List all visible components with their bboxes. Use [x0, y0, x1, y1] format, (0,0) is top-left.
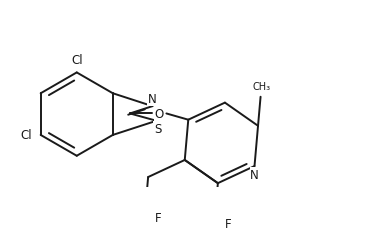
Text: CH₃: CH₃	[253, 82, 270, 92]
Text: Cl: Cl	[20, 129, 32, 142]
Text: Cl: Cl	[71, 54, 83, 67]
Text: O: O	[154, 107, 164, 120]
Text: S: S	[154, 122, 161, 135]
Text: N: N	[250, 168, 259, 181]
Text: F: F	[155, 211, 162, 224]
Text: F: F	[225, 217, 231, 229]
Text: N: N	[148, 93, 157, 106]
